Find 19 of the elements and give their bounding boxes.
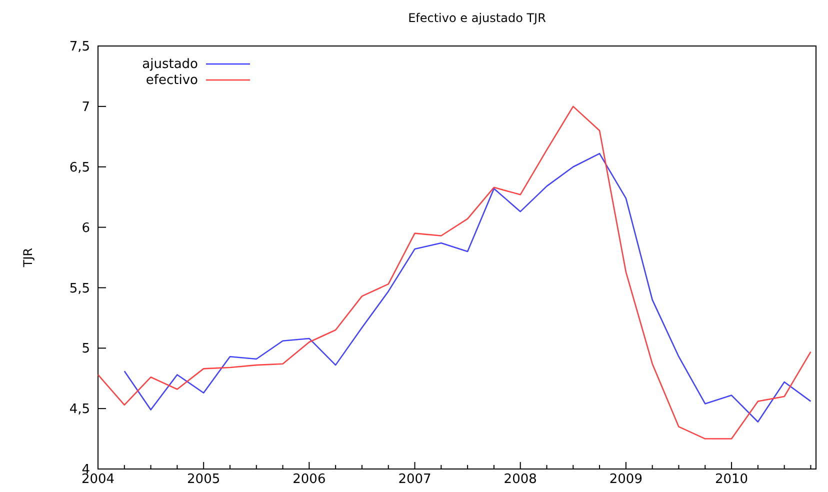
y-tick-label: 4,5	[69, 402, 90, 418]
y-tick-label: 6,5	[69, 160, 90, 176]
y-tick-label: 7	[82, 100, 90, 115]
y-tick-label: 6	[82, 220, 90, 236]
y-tick-label: 5,5	[69, 281, 90, 296]
chart-title: Efectivo e ajustado TJR	[408, 11, 546, 25]
line-series	[124, 152, 812, 423]
legend-label: efectivo	[146, 72, 198, 88]
x-tick-label: 2007	[398, 472, 432, 487]
x-tick-label: 2010	[714, 472, 748, 487]
x-tick-label: 2008	[504, 472, 537, 487]
y-tick-label: 7,5	[69, 40, 90, 55]
x-tick-label: 2009	[609, 472, 642, 487]
x-tick-label: 2005	[187, 472, 220, 487]
x-tick-label: 2006	[292, 472, 326, 487]
legend-label: ajustado	[142, 56, 198, 72]
y-axis-title: TJR	[21, 248, 35, 268]
y-tick-label: 5	[82, 342, 90, 357]
line-series	[97, 106, 812, 440]
